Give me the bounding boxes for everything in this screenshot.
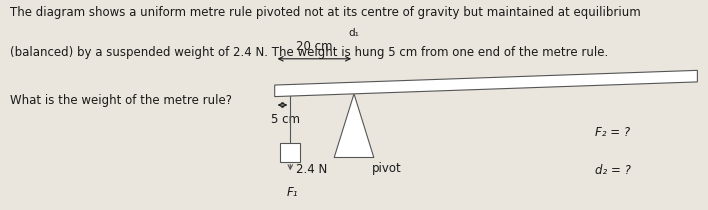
Text: The diagram shows a uniform metre rule pivoted not at its centre of gravity but : The diagram shows a uniform metre rule p… bbox=[10, 6, 641, 19]
Polygon shape bbox=[275, 70, 697, 97]
Text: pivot: pivot bbox=[372, 162, 401, 175]
Text: 5 cm: 5 cm bbox=[271, 113, 300, 126]
Text: d₁: d₁ bbox=[348, 28, 360, 38]
Text: F₂ = ?: F₂ = ? bbox=[595, 126, 630, 139]
Text: F₁: F₁ bbox=[287, 186, 298, 199]
Text: What is the weight of the metre rule?: What is the weight of the metre rule? bbox=[10, 94, 232, 108]
Bar bbox=[280, 143, 300, 162]
Text: d₂ = ?: d₂ = ? bbox=[595, 164, 631, 177]
Text: 20 cm: 20 cm bbox=[296, 39, 333, 52]
Text: 2.4 N: 2.4 N bbox=[296, 163, 327, 176]
Polygon shape bbox=[334, 94, 374, 158]
Text: (balanced) by a suspended weight of 2.4 N. The weight is hung 5 cm from one end : (balanced) by a suspended weight of 2.4 … bbox=[10, 46, 608, 59]
